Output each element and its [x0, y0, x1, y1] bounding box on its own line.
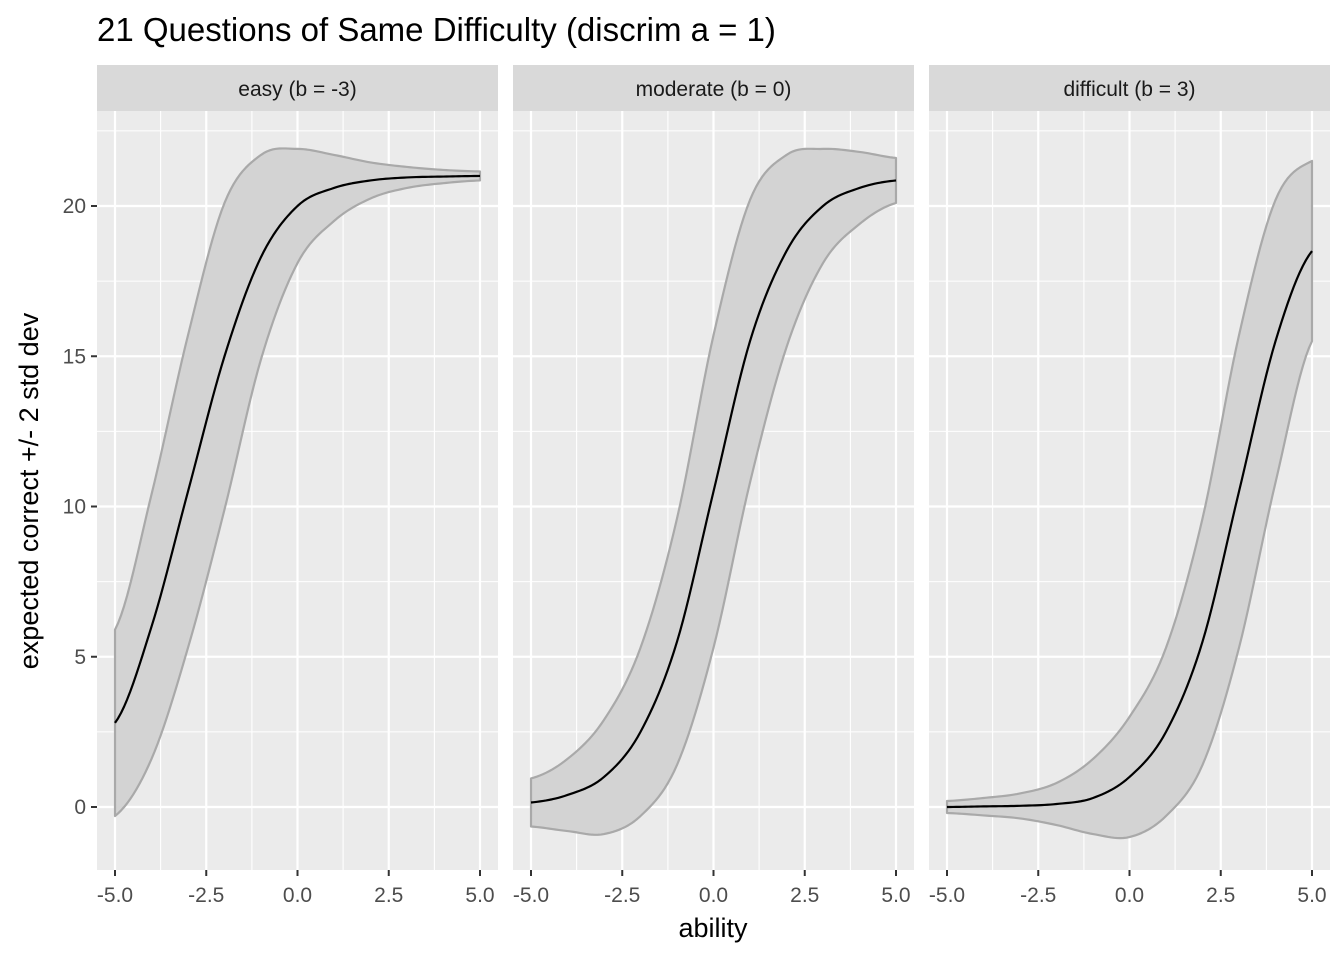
y-tick-label: 5 — [74, 646, 86, 669]
facet-panel-2: moderate (b = 0) -5.0 -2.5 0.0 2.5 5.0 — [513, 65, 914, 907]
x-tick-label: 5.0 — [465, 884, 494, 907]
x-tick-label: 5.0 — [1297, 884, 1326, 907]
x-tick-label: 0.0 — [1115, 884, 1144, 907]
facet-panel-3: difficult (b = 3) -5.0 -2.5 0.0 2.5 5.0 — [929, 65, 1330, 907]
x-tick-label: 0.0 — [283, 884, 312, 907]
y-tick-label: 10 — [63, 496, 86, 519]
chart-title: 21 Questions of Same Difficulty (discrim… — [97, 11, 776, 48]
x-tick-label: 5.0 — [881, 884, 910, 907]
y-tick-label: 15 — [63, 345, 86, 368]
ribbon-band — [113, 147, 482, 818]
x-tick-label: -5.0 — [97, 884, 133, 907]
facet-strip — [929, 65, 1330, 111]
x-tick-label: -2.5 — [1020, 884, 1056, 907]
facet-strip-label: moderate (b = 0) — [636, 78, 792, 101]
facet-panels: easy (b = -3) -5.0 -2.5 0.0 2.5 5.0 0 5 10 15 20 mo… — [63, 65, 1330, 907]
x-tick-label: -2.5 — [604, 884, 640, 907]
facet-strip — [513, 65, 914, 111]
x-tick-label: -2.5 — [188, 884, 224, 907]
facet-strip — [97, 65, 498, 111]
x-tick-label: 0.0 — [699, 884, 728, 907]
x-tick-label: 2.5 — [374, 884, 403, 907]
x-tick-label: -5.0 — [513, 884, 549, 907]
expected-line — [114, 174, 481, 724]
expected-line — [946, 250, 1313, 809]
y-axis-title: expected correct +/- 2 std dev — [14, 312, 44, 669]
y-tick-label: 0 — [74, 796, 86, 819]
ribbon-band — [945, 159, 1314, 840]
x-tick-label: -5.0 — [929, 884, 965, 907]
x-tick-label: 2.5 — [1206, 884, 1235, 907]
facet-panel-1: easy (b = -3) -5.0 -2.5 0.0 2.5 5.0 0 5 10 15 20 — [63, 65, 498, 907]
x-tick-label: 2.5 — [790, 884, 819, 907]
facet-strip-label: easy (b = -3) — [238, 78, 356, 101]
expected-line — [530, 179, 897, 804]
facet-strip-label: difficult (b = 3) — [1063, 78, 1195, 101]
y-tick-label: 20 — [63, 195, 86, 218]
x-axis-title: ability — [678, 913, 748, 943]
